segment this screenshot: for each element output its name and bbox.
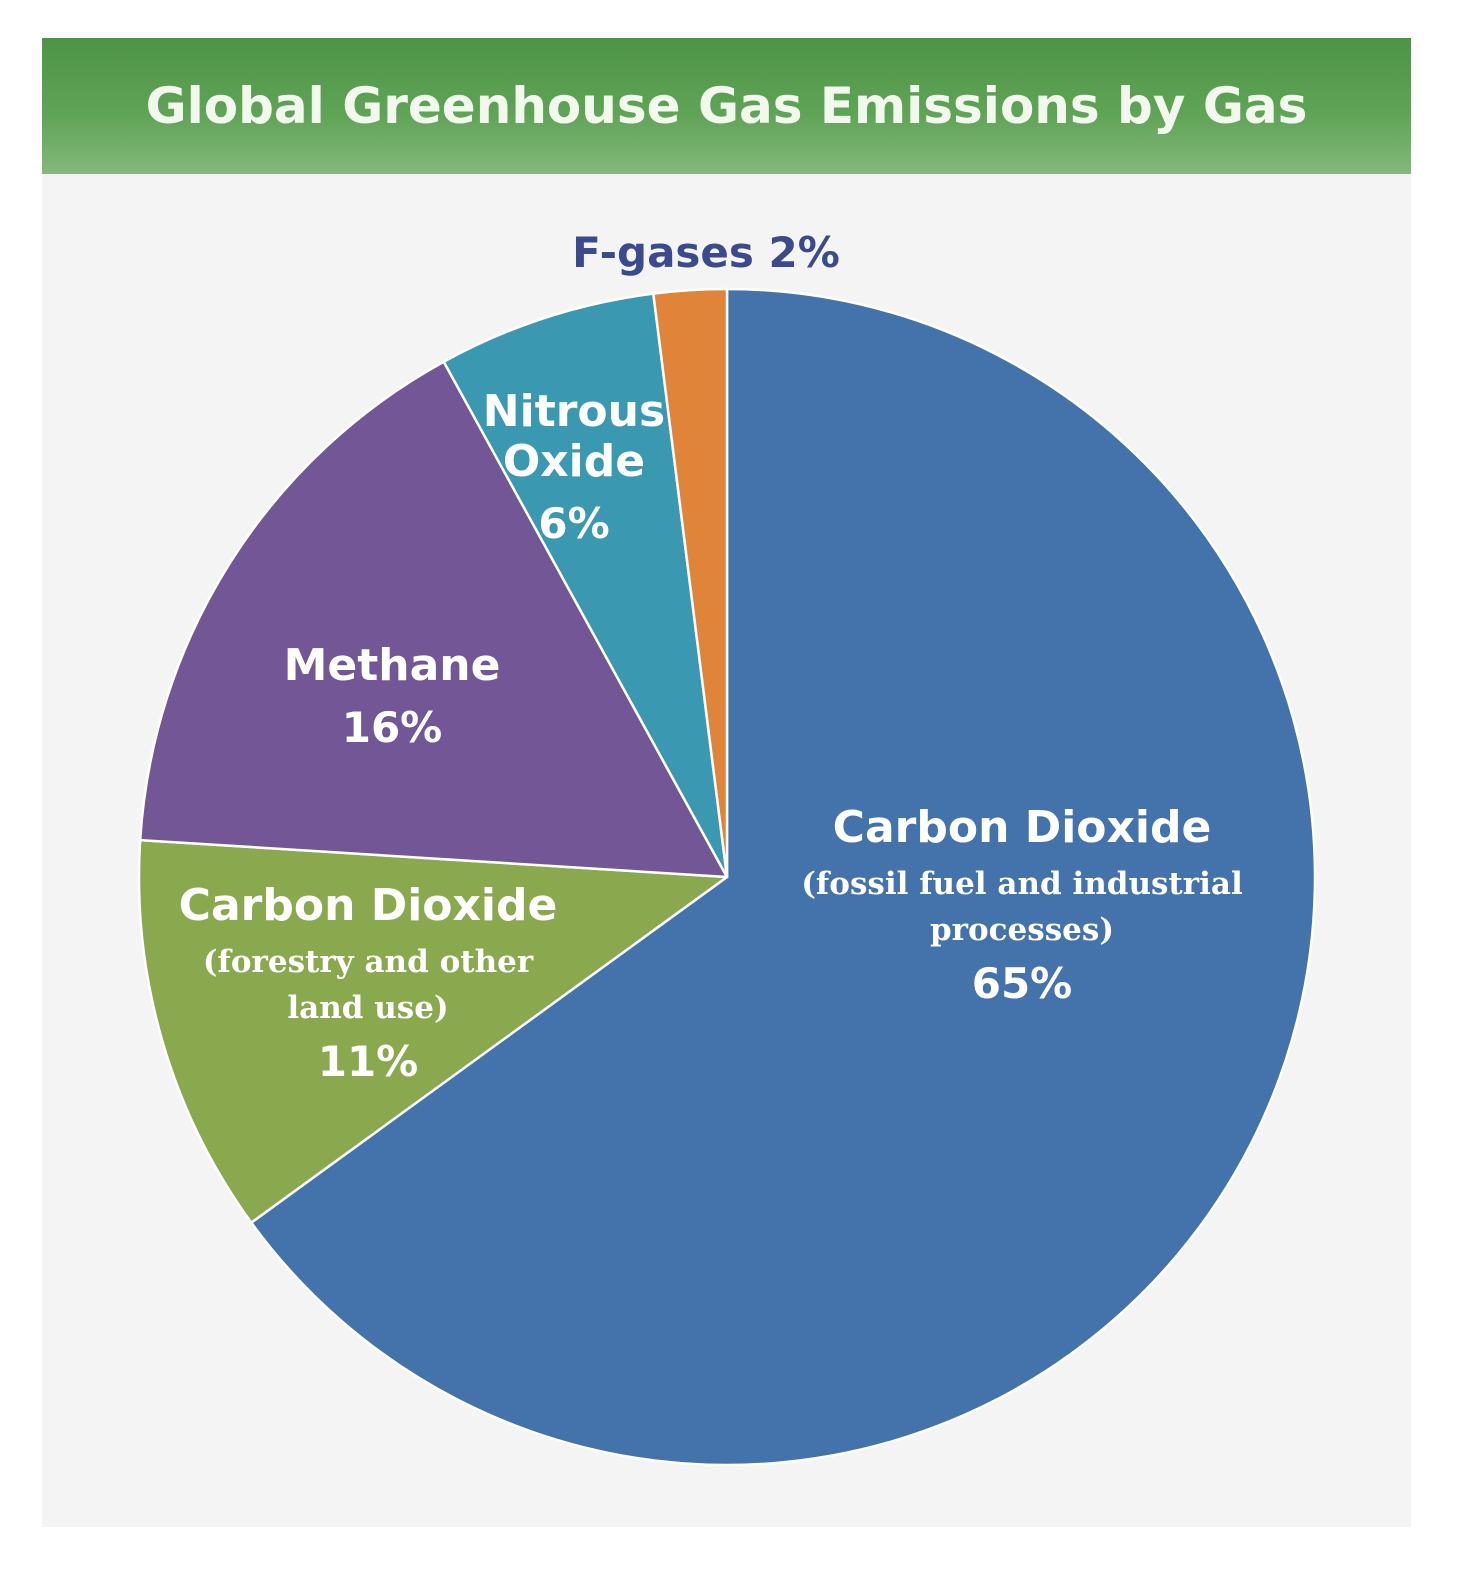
pie-slices (137, 287, 1317, 1467)
slice-name-methane-0: Methane (284, 640, 501, 691)
slice-name-nitrous-oxide-1: Oxide (503, 436, 645, 487)
slice-name-co2-fossil: Carbon Dioxide (833, 802, 1212, 853)
slice-sublabel-co2-forestry-0: (forestry and other (203, 944, 534, 980)
pie-slice-co2-fossil (250, 287, 1317, 1467)
slice-label-group-co2-fossil: Carbon Dioxide (fossil fuel and industria… (801, 802, 1242, 1008)
slice-label-group-co2-forestry: Carbon Dioxide (forestry and other land us… (179, 880, 558, 1086)
slice-value-co2-forestry: 11% (318, 1037, 419, 1086)
slice-name-nitrous-oxide-0: Nitrous (483, 386, 665, 437)
pie-labels: Carbon Dioxide (fossil fuel and industria… (179, 228, 1243, 1086)
pie-slice-f-gases (652, 287, 729, 879)
slice-value-co2-fossil: 65% (972, 959, 1073, 1008)
slice-sublabel-co2-forestry-1: land use) (287, 990, 448, 1026)
pie-slice-nitrous-oxide (442, 292, 729, 879)
chart-header: Global Greenhouse Gas Emissions by Gas (42, 38, 1411, 174)
slice-label-group-methane: Methane 16% (284, 640, 501, 752)
slice-name-co2-forestry: Carbon Dioxide (179, 880, 558, 931)
pie-slice-co2-forestry (137, 838, 729, 1224)
slice-sublabel-co2-fossil-1: processes) (930, 912, 1114, 948)
slice-value-methane: 16% (342, 703, 443, 752)
chart-title: Global Greenhouse Gas Emissions by Gas (145, 77, 1308, 135)
slice-sublabel-co2-fossil-0: (fossil fuel and industrial (801, 866, 1242, 902)
slice-label-f-gases: F-gases 2% (572, 228, 840, 277)
slice-value-nitrous-oxide: 6% (538, 499, 609, 548)
pie-slice-methane (138, 360, 729, 879)
